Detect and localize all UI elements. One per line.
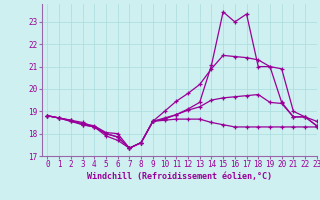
X-axis label: Windchill (Refroidissement éolien,°C): Windchill (Refroidissement éolien,°C) bbox=[87, 172, 272, 181]
